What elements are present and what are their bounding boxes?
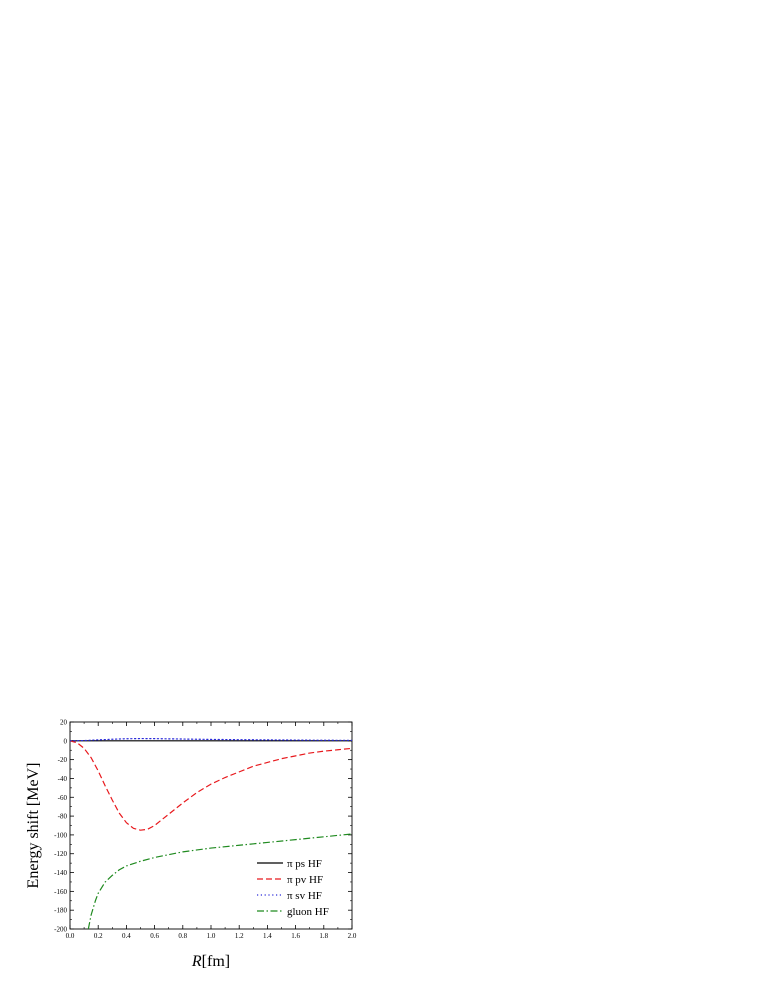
- x-tick-label: 2.0: [348, 932, 357, 940]
- axes: 0.0 0.2 0.4 0.6 0.8 1.0 1.2 1.4 1.6 1.8 2.0 20 0 -20 -…: [54, 719, 357, 941]
- x-tick-label: 1.2: [235, 932, 244, 940]
- y-tick-label: -160: [54, 888, 67, 896]
- x-axis-title-unit: [fm]: [202, 953, 230, 970]
- legend-label-0: π ps HF: [287, 858, 322, 870]
- x-tick-label: 0.2: [94, 932, 103, 940]
- y-tick-label: -200: [54, 926, 67, 934]
- y-tick-label: -120: [54, 850, 67, 858]
- y-tick-label: -100: [54, 831, 67, 839]
- legend-label-3: gluon HF: [287, 906, 329, 918]
- series-layer: [70, 737, 352, 929]
- x-tick-label: 1.0: [207, 932, 216, 940]
- y-axis-title: Energy shift [MeV]: [25, 763, 42, 889]
- series-line-2: [70, 737, 352, 742]
- x-tick-label: 1.6: [291, 932, 300, 940]
- series-line-3: [87, 833, 352, 929]
- x-tick-label: 0.4: [122, 932, 131, 940]
- y-tick-label: 20: [60, 719, 68, 727]
- legend: π ps HF π pv HF π sv HF gluon HF: [257, 858, 329, 918]
- legend-label-2: π sv HF: [287, 890, 322, 902]
- x-axis-title-variable: R: [191, 953, 202, 970]
- y-tick-label: -60: [58, 794, 68, 802]
- y-tick-label: -140: [54, 869, 67, 877]
- x-tick-label: 1.4: [263, 932, 272, 940]
- series-line-1: [70, 740, 352, 831]
- x-tick-label: 1.8: [319, 932, 328, 940]
- x-tick-label: 0.0: [66, 932, 75, 940]
- y-tick-label: -20: [58, 756, 68, 764]
- x-axis-title: R[fm]: [191, 953, 230, 970]
- y-tick-label: -80: [58, 813, 68, 821]
- y-tick-label: 0: [64, 737, 68, 745]
- y-tick-label: -40: [58, 775, 68, 783]
- legend-label-1: π pv HF: [287, 874, 323, 886]
- x-tick-label: 0.8: [178, 932, 187, 940]
- x-tick-label: 0.6: [150, 932, 159, 940]
- y-tick-label: -180: [54, 907, 67, 915]
